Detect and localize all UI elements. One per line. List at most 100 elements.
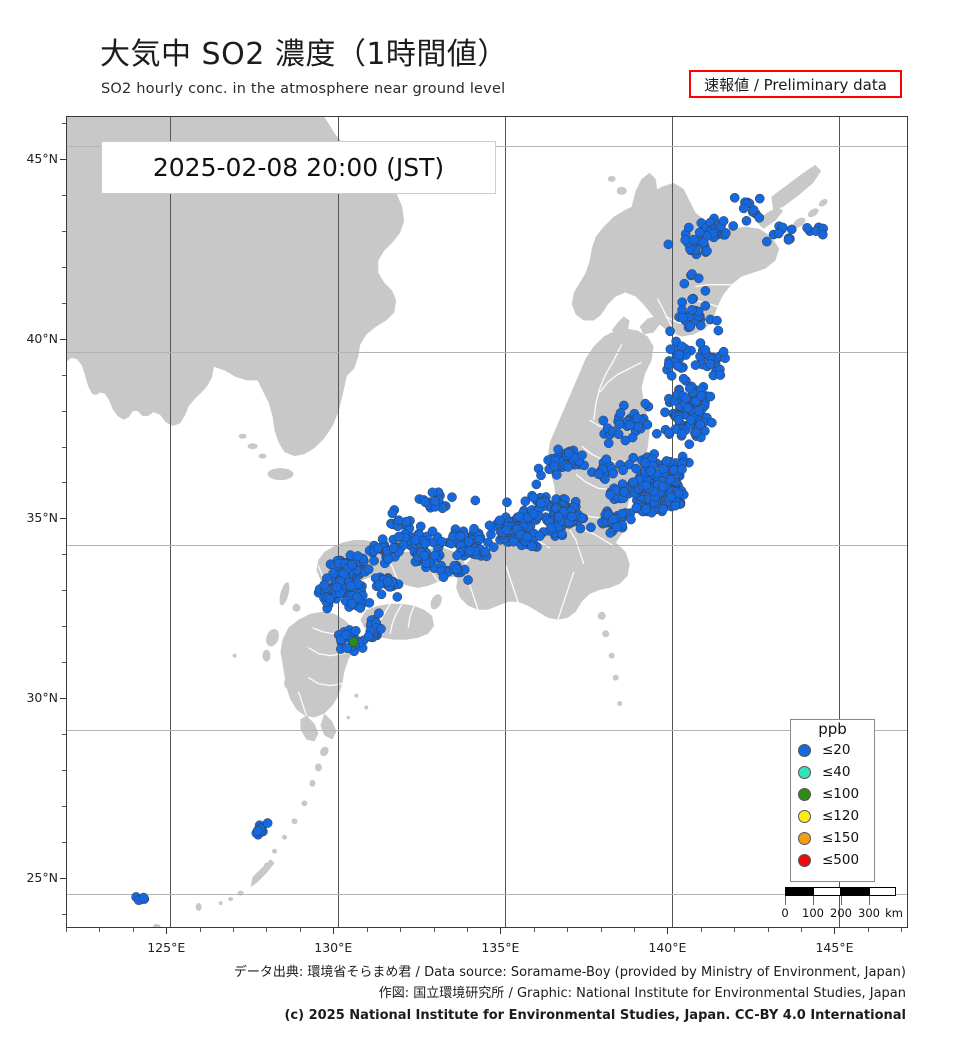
station-marker[interactable] <box>430 496 441 507</box>
station-marker[interactable] <box>437 536 447 547</box>
station-marker[interactable] <box>754 193 765 204</box>
legend-item-3[interactable]: ≤120 <box>791 805 874 827</box>
station-marker[interactable] <box>363 631 374 641</box>
station-marker[interactable] <box>608 468 618 479</box>
station-marker[interactable] <box>666 371 677 381</box>
station-marker[interactable] <box>702 246 712 256</box>
legend-item-2[interactable]: ≤100 <box>791 783 874 805</box>
station-marker[interactable] <box>693 406 704 416</box>
station-marker[interactable] <box>700 300 711 311</box>
station-marker[interactable] <box>575 523 586 534</box>
station-marker[interactable] <box>695 419 706 430</box>
station-marker[interactable] <box>738 203 749 214</box>
station-marker[interactable] <box>640 458 651 468</box>
station-marker[interactable] <box>522 532 532 542</box>
station-marker[interactable] <box>447 492 457 502</box>
station-marker[interactable] <box>641 504 651 515</box>
station-marker[interactable] <box>536 470 546 481</box>
station-marker[interactable] <box>382 576 393 587</box>
station-marker[interactable] <box>720 228 731 238</box>
station-marker[interactable] <box>628 477 638 488</box>
station-marker[interactable] <box>687 294 697 304</box>
station-marker[interactable] <box>546 523 556 533</box>
station-marker[interactable] <box>593 469 604 480</box>
station-marker[interactable] <box>502 497 512 508</box>
station-marker[interactable] <box>463 575 473 585</box>
station-marker[interactable] <box>718 216 729 226</box>
station-marker[interactable] <box>420 538 431 549</box>
station-marker[interactable] <box>553 511 564 522</box>
station-marker[interactable] <box>673 488 684 499</box>
station-marker[interactable] <box>673 415 684 425</box>
station-marker[interactable] <box>658 504 668 514</box>
station-marker[interactable] <box>674 350 685 360</box>
station-marker[interactable] <box>631 502 642 513</box>
station-marker[interactable] <box>603 438 614 449</box>
legend-item-1[interactable]: ≤40 <box>791 761 874 783</box>
station-marker[interactable] <box>619 487 630 497</box>
station-marker[interactable] <box>700 286 711 296</box>
station-marker[interactable] <box>665 344 676 355</box>
station-marker[interactable] <box>670 500 681 511</box>
station-marker[interactable] <box>802 222 812 233</box>
station-marker[interactable] <box>715 370 726 380</box>
station-marker[interactable] <box>520 496 531 507</box>
station-marker[interactable] <box>614 419 625 430</box>
station-marker[interactable] <box>741 216 752 226</box>
station-marker[interactable] <box>688 234 699 245</box>
station-marker[interactable] <box>374 579 385 590</box>
station-marker[interactable] <box>527 541 537 552</box>
station-marker[interactable] <box>470 495 481 506</box>
station-marker[interactable] <box>713 325 724 336</box>
station-marker[interactable] <box>677 341 687 352</box>
station-marker[interactable] <box>551 470 562 480</box>
station-marker[interactable] <box>660 407 670 418</box>
station-marker[interactable] <box>494 515 505 526</box>
station-marker[interactable] <box>685 321 696 332</box>
station-marker[interactable] <box>262 818 273 828</box>
station-marker[interactable] <box>678 312 688 323</box>
station-marker[interactable] <box>393 515 404 526</box>
station-marker[interactable] <box>677 464 687 475</box>
station-marker[interactable] <box>618 465 628 476</box>
station-marker[interactable] <box>598 415 609 426</box>
station-marker[interactable] <box>728 221 739 231</box>
station-marker[interactable] <box>680 235 691 245</box>
station-marker[interactable] <box>678 373 689 384</box>
station-marker[interactable] <box>663 359 674 370</box>
station-marker[interactable] <box>601 454 612 465</box>
station-marker[interactable] <box>328 568 339 579</box>
station-marker[interactable] <box>705 359 716 370</box>
station-marker[interactable] <box>528 509 539 519</box>
station-marker[interactable] <box>695 338 706 348</box>
station-marker[interactable] <box>679 278 690 289</box>
station-marker[interactable] <box>376 623 386 634</box>
station-marker[interactable] <box>420 497 431 508</box>
station-marker[interactable] <box>347 560 357 570</box>
station-marker[interactable] <box>387 508 398 519</box>
station-marker[interactable] <box>455 531 466 542</box>
map-plot-area[interactable]: 2025-02-08 20:00 (JST) ppb ≤20 ≤40 ≤100 ≤12… <box>66 116 908 928</box>
station-marker[interactable] <box>696 390 707 401</box>
station-marker[interactable] <box>427 487 438 498</box>
station-marker[interactable] <box>464 545 475 556</box>
station-marker[interactable] <box>388 542 399 553</box>
station-marker[interactable] <box>663 427 674 438</box>
legend-item-4[interactable]: ≤150 <box>791 827 874 849</box>
station-marker[interactable] <box>705 391 716 402</box>
station-marker[interactable] <box>661 456 672 466</box>
station-marker[interactable] <box>783 235 794 245</box>
station-marker[interactable] <box>658 482 668 492</box>
station-marker[interactable] <box>683 222 694 233</box>
station-marker[interactable] <box>718 346 729 357</box>
station-marker[interactable] <box>632 413 642 423</box>
station-marker[interactable] <box>463 536 474 547</box>
station-marker[interactable] <box>352 551 363 561</box>
station-marker[interactable] <box>352 592 362 603</box>
station-marker[interactable] <box>531 479 542 490</box>
station-marker[interactable] <box>693 273 704 284</box>
station-marker[interactable] <box>626 514 636 525</box>
station-marker[interactable] <box>514 511 525 522</box>
station-marker[interactable] <box>761 236 772 247</box>
station-marker[interactable] <box>252 826 263 836</box>
